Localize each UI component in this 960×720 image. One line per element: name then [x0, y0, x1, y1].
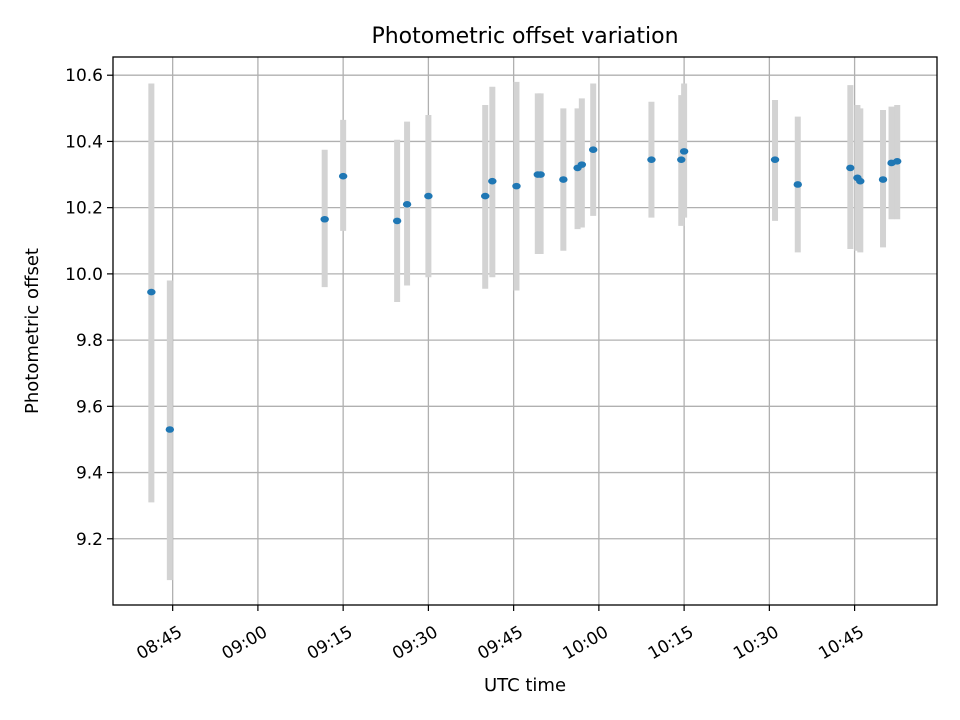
data-point [793, 181, 802, 188]
data-point [577, 161, 587, 168]
data-point [856, 177, 865, 185]
x-axis-label: UTC time [484, 675, 566, 696]
data-point [846, 164, 855, 172]
data-points [147, 146, 902, 433]
data-point [588, 146, 598, 154]
data-point [559, 176, 568, 183]
grid-lines [113, 57, 937, 605]
y-tick-label: 9.6 [76, 397, 103, 417]
y-tick-label: 9.4 [76, 464, 103, 484]
data-point [320, 215, 329, 223]
data-point [512, 182, 521, 190]
y-axis-ticks: 9.2 9.4 9.6 9.8 10.0 10.2 10.4 10.6 [65, 66, 113, 550]
data-point [147, 288, 156, 296]
chart-title: Photometric offset variation [371, 24, 678, 49]
data-point [679, 148, 689, 155]
y-tick-label: 10.6 [65, 66, 103, 86]
data-point [647, 156, 656, 163]
data-point [488, 177, 497, 185]
data-point [770, 156, 780, 163]
y-tick-label: 10.4 [65, 132, 103, 152]
data-point [165, 426, 175, 433]
data-point [878, 176, 888, 183]
y-tick-label: 10.0 [65, 265, 103, 285]
data-point [338, 172, 348, 180]
data-point [893, 158, 902, 165]
data-point [677, 156, 686, 163]
data-point [402, 201, 412, 208]
data-point [481, 192, 490, 200]
y-tick-label: 9.2 [76, 530, 103, 550]
data-point [536, 171, 545, 178]
plot-frame [112, 56, 938, 606]
y-tick-label: 9.8 [76, 331, 103, 351]
data-point [424, 192, 433, 200]
y-axis-label: Photometric offset [22, 248, 43, 414]
y-tick-label: 10.2 [65, 199, 103, 219]
data-point [392, 217, 402, 225]
